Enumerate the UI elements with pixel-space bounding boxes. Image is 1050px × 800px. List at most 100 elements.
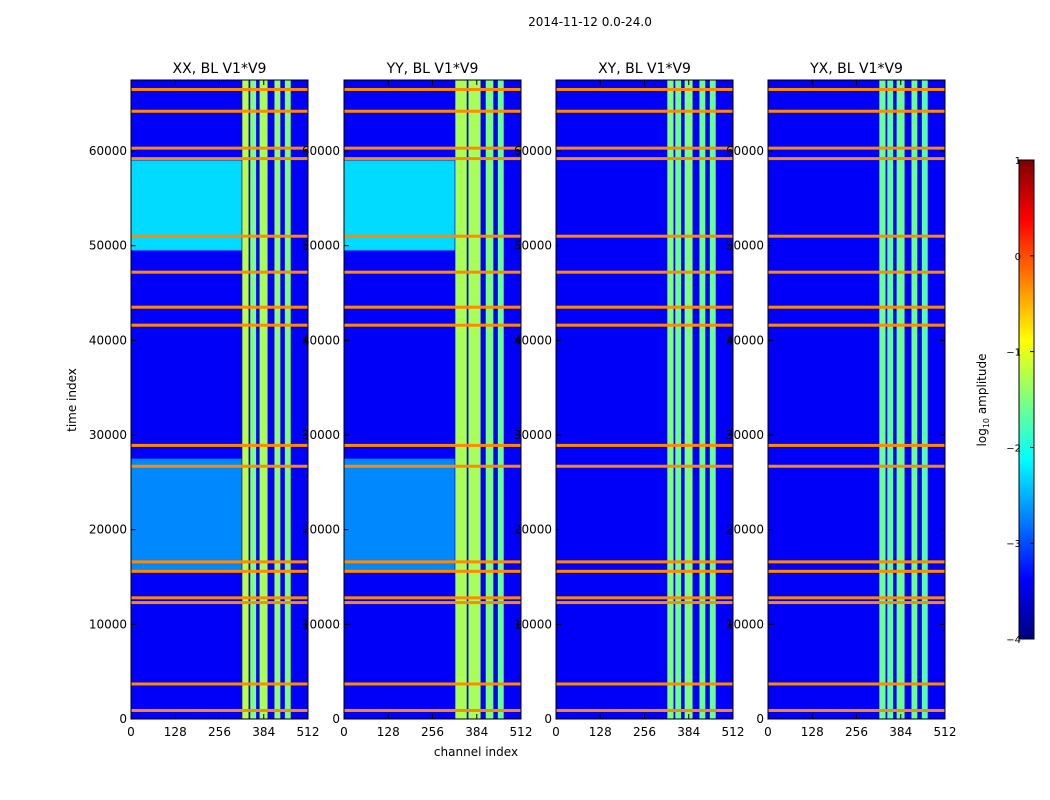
heatmap-rfi-row [768, 157, 945, 161]
panel-title: XX, BL V1*V9 [173, 61, 267, 77]
x-tick-label: 128 [589, 725, 612, 739]
heatmap-rfi-row [768, 596, 945, 600]
y-tick-label: 60000 [514, 144, 552, 158]
colorbar-tick-label: −2 [1006, 443, 1021, 454]
heatmap-rfi-row [768, 708, 945, 712]
heatmap-rfi-row [344, 323, 521, 327]
y-tick-label: 40000 [726, 333, 764, 347]
panel-title: YX, BL V1*V9 [809, 61, 903, 77]
heatmap-rfi-row [768, 560, 945, 564]
heatmap-panel-2: YY, BL V1*V9 0 128 256 384 512 0 10000 20000 3000… [302, 61, 533, 739]
heatmap-bright-channel [887, 80, 894, 719]
heatmap-bright-channel [455, 80, 467, 719]
y-tick-label: 50000 [302, 239, 340, 253]
x-tick-label: 256 [421, 725, 444, 739]
heatmap-rfi-row [131, 708, 308, 712]
heatmap-rfi-row [768, 87, 945, 91]
heatmap-rfi-row [131, 146, 308, 150]
heatmap-rfi-row [131, 157, 308, 161]
y-tick-label: 0 [332, 712, 340, 726]
x-tick-label: 0 [340, 725, 348, 739]
heatmap-panel-4: YX, BL V1*V9 0 128 256 384 512 0 10000 20000 3000… [726, 61, 957, 739]
panels: XX, BL V1*V9 0 128 256 384 512 0 10000 20000 3000… [89, 61, 957, 739]
heatmap-rfi-row [556, 682, 733, 686]
heatmap-rfi-row [556, 109, 733, 113]
heatmap-rfi-row [768, 109, 945, 113]
heatmap-rfi-row [344, 560, 521, 564]
y-tick-label: 10000 [514, 617, 552, 631]
x-tick-label: 512 [510, 725, 533, 739]
heatmap-elevated-band [131, 458, 242, 573]
heatmap-rfi-row [131, 443, 308, 447]
heatmap-rfi-row [131, 109, 308, 113]
heatmap-rfi-row [768, 464, 945, 468]
colorbar: 1 0 −1 −2 −3 −4 log10 amplitude [975, 156, 1035, 646]
x-tick-label: 384 [465, 725, 488, 739]
heatmap-rfi-row [344, 234, 521, 238]
heatmap-rfi-row [131, 87, 308, 91]
heatmap-rfi-row [131, 270, 308, 274]
heatmap-bright-channel [485, 80, 494, 719]
x-tick-label: 256 [633, 725, 656, 739]
heatmap-rfi-row [131, 305, 308, 309]
heatmap-rfi-row [768, 146, 945, 150]
heatmap-rfi-row [768, 569, 945, 573]
heatmap-rfi-row [344, 596, 521, 600]
y-tick-label: 30000 [302, 428, 340, 442]
heatmap-rfi-row [556, 596, 733, 600]
heatmap-bright-channel [468, 80, 481, 719]
heatmap-elevated-band [344, 458, 455, 573]
heatmap-rfi-row [768, 305, 945, 309]
x-tick-label: 256 [845, 725, 868, 739]
x-tick-label: 0 [127, 725, 135, 739]
heatmap-bright-channel [921, 80, 928, 719]
y-tick-label: 10000 [89, 617, 127, 631]
heatmap-background [556, 80, 733, 719]
y-tick-label: 60000 [89, 144, 127, 158]
x-axis-label: channel index [434, 745, 518, 759]
heatmap-rfi-row [768, 682, 945, 686]
heatmap-bright-channel [879, 80, 886, 719]
y-tick-label: 30000 [726, 428, 764, 442]
heatmap-rfi-row [556, 569, 733, 573]
heatmap-rfi-row [344, 270, 521, 274]
heatmap-rfi-row [556, 87, 733, 91]
y-tick-label: 40000 [302, 333, 340, 347]
heatmap-rfi-row [556, 708, 733, 712]
heatmap-rfi-row [131, 234, 308, 238]
heatmap-rfi-row [768, 601, 945, 605]
x-tick-label: 512 [297, 725, 320, 739]
y-tick-label: 50000 [514, 239, 552, 253]
y-tick-label: 0 [756, 712, 764, 726]
colorbar-tick-label: 1 [1015, 156, 1021, 167]
heatmap-rfi-row [556, 146, 733, 150]
heatmap-rfi-row [131, 569, 308, 573]
heatmap-bright-channel [709, 80, 716, 719]
heatmap-bright-channel [699, 80, 706, 719]
heatmap-rfi-row [344, 464, 521, 468]
x-tick-label: 256 [208, 725, 231, 739]
y-tick-label: 40000 [514, 333, 552, 347]
y-tick-label: 0 [544, 712, 552, 726]
colorbar-gradient [1018, 159, 1035, 640]
x-tick-label: 128 [377, 725, 400, 739]
x-tick-label: 384 [889, 725, 912, 739]
heatmap-rfi-row [768, 234, 945, 238]
heatmap-rfi-row [131, 464, 308, 468]
heatmap-rfi-row [344, 87, 521, 91]
colorbar-tick-label: −4 [1006, 635, 1021, 646]
y-tick-label: 20000 [89, 523, 127, 537]
heatmap-rfi-row [344, 146, 521, 150]
y-tick-label: 0 [119, 712, 127, 726]
x-tick-label: 512 [722, 725, 745, 739]
x-tick-label: 512 [934, 725, 957, 739]
heatmap-bright-channel [259, 80, 268, 719]
x-tick-label: 0 [764, 725, 772, 739]
y-tick-label: 30000 [89, 428, 127, 442]
heatmap-rfi-row [556, 323, 733, 327]
heatmap-rfi-row [344, 443, 521, 447]
heatmap-rfi-row [556, 234, 733, 238]
heatmap-rfi-row [131, 682, 308, 686]
heatmap-background [768, 80, 945, 719]
heatmap-bright-channel [675, 80, 682, 719]
